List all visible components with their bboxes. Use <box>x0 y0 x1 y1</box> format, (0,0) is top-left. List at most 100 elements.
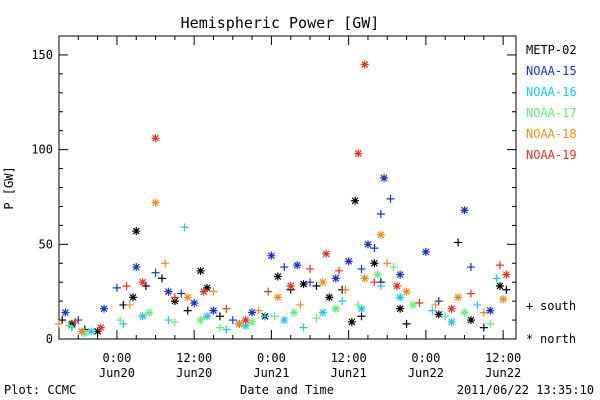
footer-timestamp: 2011/06/22 13:35:10 <box>457 383 594 397</box>
south-point <box>376 281 385 290</box>
y-tick-label: 0 <box>46 332 53 346</box>
south-point <box>180 223 189 232</box>
marker-legend: + south * north <box>526 299 576 346</box>
north-point <box>354 149 363 158</box>
y-tick-label: 100 <box>31 143 53 157</box>
north-point <box>190 299 199 308</box>
north-point <box>380 174 389 183</box>
north-point <box>164 287 173 296</box>
north-point <box>183 293 192 302</box>
north-point <box>460 206 469 215</box>
north-point <box>129 293 138 302</box>
north-point <box>138 278 147 287</box>
north-point <box>196 266 205 275</box>
legend-entry: NOAA-16 <box>526 85 577 99</box>
data-points <box>55 60 511 338</box>
south-point <box>428 306 437 315</box>
north-point <box>325 293 334 302</box>
north-point <box>396 293 405 302</box>
north-point <box>77 327 86 336</box>
north-point <box>409 300 418 309</box>
south-point <box>112 283 121 292</box>
north-point <box>248 317 257 326</box>
south-point <box>341 285 350 294</box>
north-point <box>486 306 495 315</box>
south-marker-symbol: + <box>526 299 533 313</box>
north-marker-symbol: * <box>526 332 533 346</box>
south-point <box>157 274 166 283</box>
south-point <box>296 300 305 309</box>
x-tick-time-label: 0:00 <box>257 351 286 365</box>
north-point <box>87 327 96 336</box>
north-point <box>248 308 257 317</box>
south-point <box>479 308 488 317</box>
south-point <box>415 299 424 308</box>
north-point <box>396 270 405 279</box>
x-tick-date-label: Jun22 <box>408 366 444 380</box>
north-point <box>447 304 456 313</box>
south-point <box>306 278 315 287</box>
south-point <box>254 306 263 315</box>
y-tick-label: 50 <box>39 237 53 251</box>
south-point <box>299 323 308 332</box>
north-point <box>273 272 282 281</box>
north-point <box>100 304 109 313</box>
north-point <box>93 327 102 336</box>
north-point <box>396 304 405 313</box>
north-point <box>241 321 250 330</box>
north-point <box>331 304 340 313</box>
north-point <box>61 308 70 317</box>
south-point <box>215 323 224 332</box>
south-point <box>466 289 475 298</box>
south-point <box>431 300 440 309</box>
south-point <box>473 300 482 309</box>
north-point <box>280 316 289 325</box>
south-marker-label: south <box>540 299 576 313</box>
south-point <box>228 316 237 325</box>
south-point <box>370 244 379 253</box>
south-point <box>486 319 495 328</box>
south-point <box>125 300 134 309</box>
x-tick-time-label: 0:00 <box>102 351 131 365</box>
north-point <box>286 281 295 290</box>
north-point <box>351 196 360 205</box>
north-point <box>235 319 244 328</box>
north-point <box>203 312 212 321</box>
north-point <box>447 317 456 326</box>
north-point <box>318 278 327 287</box>
south-point <box>64 321 73 330</box>
north-point <box>145 308 154 317</box>
north-point <box>80 329 89 338</box>
south-point <box>334 266 343 275</box>
south-point <box>466 263 475 272</box>
plot-frame <box>58 35 517 340</box>
north-point <box>209 306 218 315</box>
x-axis: 0:00Jun2012:00Jun200:00Jun2112:00Jun210:… <box>58 36 521 380</box>
south-point <box>222 325 231 334</box>
south-point <box>164 316 173 325</box>
north-point <box>299 280 308 289</box>
south-point <box>215 312 224 321</box>
north-point <box>347 317 356 326</box>
north-point <box>138 312 147 321</box>
x-tick-time-label: 12:00 <box>485 351 521 365</box>
south-point <box>170 317 179 326</box>
north-point <box>151 198 160 207</box>
south-point <box>495 261 504 270</box>
south-point <box>389 263 398 272</box>
north-point <box>373 270 382 279</box>
north-point <box>434 310 443 319</box>
north-point <box>360 274 369 283</box>
y-tick-label: 150 <box>31 48 53 62</box>
north-marker-label: north <box>540 332 576 346</box>
south-point <box>116 316 125 325</box>
north-point <box>421 247 430 256</box>
north-point <box>344 257 353 266</box>
south-point <box>338 297 347 306</box>
north-point <box>318 308 327 317</box>
north-point <box>151 134 160 143</box>
x-tick-date-label: Jun21 <box>331 366 367 380</box>
north-point <box>267 251 276 260</box>
south-point <box>441 312 450 321</box>
north-point <box>273 293 282 302</box>
